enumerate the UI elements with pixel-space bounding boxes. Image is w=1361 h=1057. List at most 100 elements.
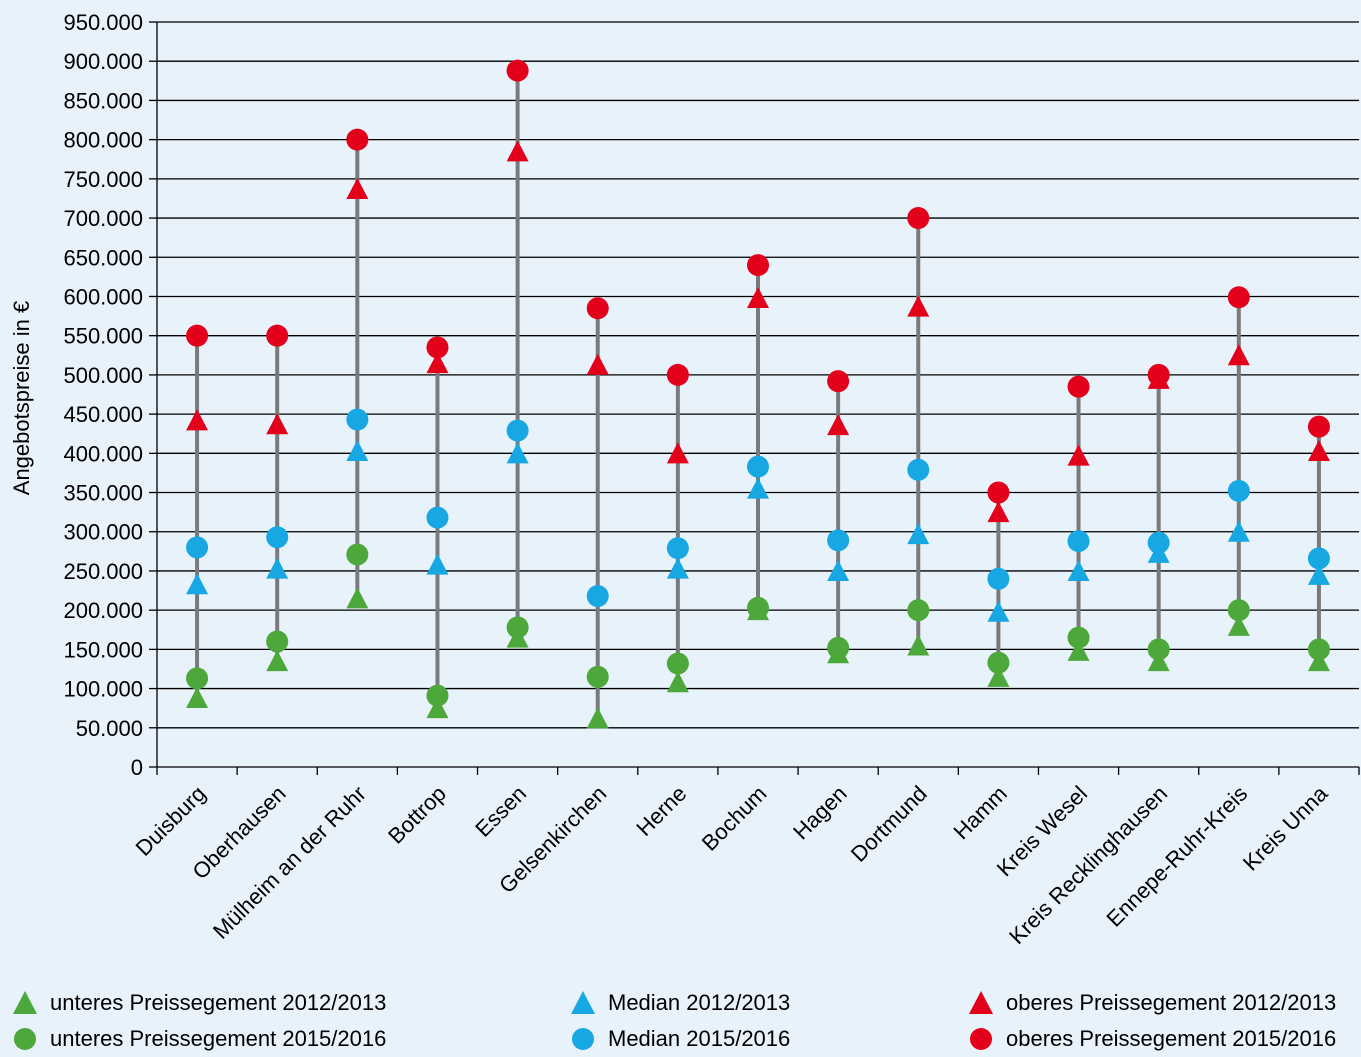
legend-item-median-2015: Median 2015/2016 xyxy=(570,1022,790,1056)
x-tick-label: Kreis Unna xyxy=(1238,780,1333,875)
data-point-triangle xyxy=(346,439,369,461)
data-point-triangle xyxy=(426,553,449,575)
data-point-circle xyxy=(907,207,930,230)
data-point-circle xyxy=(1307,415,1330,438)
data-point-circle xyxy=(506,59,529,82)
data-point-triangle xyxy=(747,477,769,499)
data-point-triangle xyxy=(346,587,369,609)
range-chart: 0 50.000 100.000 150.000 200.000 250.000 300.0… xyxy=(9,10,1360,949)
y-tick-label: 200.000 xyxy=(63,598,143,623)
data-point-circle xyxy=(1227,479,1250,502)
legend-item-upper-2015: oberes Preissegement 2015/2016 xyxy=(968,1022,1336,1056)
data-point-triangle xyxy=(666,557,689,579)
legend-item-lower-2012: unteres Preissegement 2012/2013 xyxy=(12,986,386,1020)
data-point-circle xyxy=(586,585,609,608)
data-point-triangle xyxy=(346,178,369,200)
data-point-triangle xyxy=(907,634,930,656)
data-point-circle xyxy=(266,324,289,347)
legend-label: unteres Preissegement 2012/2013 xyxy=(50,990,387,1015)
legend: unteres Preissegement 2012/2013 unteres … xyxy=(0,985,1361,1057)
red-circle-icon xyxy=(970,1028,992,1050)
y-axis-ticks: 0 50.000 100.000 150.000 200.000 250.000 300.0… xyxy=(63,10,157,780)
data-point-triangle xyxy=(987,665,1010,687)
x-tick-label: Bochum xyxy=(697,781,772,856)
axes xyxy=(156,22,1359,768)
data-point-triangle xyxy=(987,600,1010,622)
x-tick-label: Bottrop xyxy=(383,781,451,849)
red-triangle-icon xyxy=(969,991,993,1014)
x-tick-label: Mülheim an der Ruhr xyxy=(208,781,371,944)
data-point-circle xyxy=(506,419,529,442)
data-point-triangle xyxy=(1227,520,1250,542)
data-point-circle xyxy=(1147,531,1170,554)
legend-label: Median 2015/2016 xyxy=(608,1026,791,1051)
y-tick-label: 850.000 xyxy=(63,88,143,113)
green-triangle-icon xyxy=(13,991,37,1014)
data-point-circle xyxy=(186,324,209,347)
legend-label: unteres Preissegement 2015/2016 xyxy=(50,1026,387,1051)
data-point-circle xyxy=(987,567,1010,590)
data-point-triangle xyxy=(186,409,209,431)
data-point-triangle xyxy=(266,413,289,435)
x-tick-label: Kreis Recklinghausen xyxy=(1004,781,1172,949)
y-tick-label: 550.000 xyxy=(63,324,143,349)
legend-item-median-2012: Median 2012/2013 xyxy=(570,986,790,1020)
data-markers xyxy=(186,59,1330,729)
data-point-circle xyxy=(907,458,930,481)
legend-label: oberes Preissegement 2012/2013 xyxy=(1006,990,1337,1015)
y-tick-label: 0 xyxy=(131,755,143,780)
y-tick-label: 400.000 xyxy=(63,441,143,466)
y-tick-label: 650.000 xyxy=(63,245,143,270)
y-tick-label: 450.000 xyxy=(63,402,143,427)
data-point-triangle xyxy=(666,442,689,464)
data-point-triangle xyxy=(987,501,1010,523)
blue-circle-icon xyxy=(572,1028,594,1050)
y-tick-label: 150.000 xyxy=(63,637,143,662)
data-point-triangle xyxy=(586,353,609,375)
data-point-triangle xyxy=(747,287,769,309)
data-point-circle xyxy=(346,128,369,151)
y-tick-label: 50.000 xyxy=(76,716,143,741)
data-point-circle xyxy=(987,651,1010,674)
data-point-circle xyxy=(506,616,529,639)
data-point-triangle xyxy=(426,352,449,374)
data-point-circle xyxy=(666,652,689,675)
data-point-circle xyxy=(1067,375,1090,398)
data-point-triangle xyxy=(266,650,289,672)
data-point-triangle xyxy=(186,573,209,595)
x-tick-label: Duisburg xyxy=(131,781,211,861)
y-tick-label: 350.000 xyxy=(63,481,143,506)
y-tick-label: 750.000 xyxy=(63,167,143,192)
data-point-triangle xyxy=(506,442,529,464)
data-point-circle xyxy=(827,370,850,393)
data-point-circle xyxy=(186,667,209,690)
range-lines xyxy=(195,70,1321,719)
data-point-circle xyxy=(666,537,689,560)
data-point-circle xyxy=(426,336,449,359)
data-point-circle xyxy=(747,254,769,277)
legend-label: oberes Preissegement 2015/2016 xyxy=(1006,1026,1337,1051)
data-point-triangle xyxy=(907,523,930,545)
legend-label: Median 2012/2013 xyxy=(608,990,791,1015)
x-tick-label: Herne xyxy=(631,781,691,841)
data-point-circle xyxy=(1067,530,1090,553)
y-tick-label: 300.000 xyxy=(63,520,143,545)
data-point-circle xyxy=(346,543,369,566)
legend-item-upper-2012: oberes Preissegement 2012/2013 xyxy=(968,986,1336,1020)
data-point-triangle xyxy=(266,557,289,579)
data-point-circle xyxy=(1147,363,1170,386)
y-tick-label: 100.000 xyxy=(63,677,143,702)
data-point-circle xyxy=(827,529,850,552)
data-point-circle xyxy=(1227,599,1250,622)
data-point-triangle xyxy=(586,707,609,729)
y-tick-label: 500.000 xyxy=(63,363,143,388)
data-point-triangle xyxy=(1307,439,1330,461)
data-point-triangle xyxy=(1307,650,1330,672)
x-tick-label: Hagen xyxy=(788,781,852,845)
data-point-circle xyxy=(426,506,449,529)
data-point-triangle xyxy=(426,697,449,719)
data-point-circle xyxy=(1227,286,1250,309)
green-circle-icon xyxy=(14,1028,36,1050)
data-point-circle xyxy=(747,455,769,478)
